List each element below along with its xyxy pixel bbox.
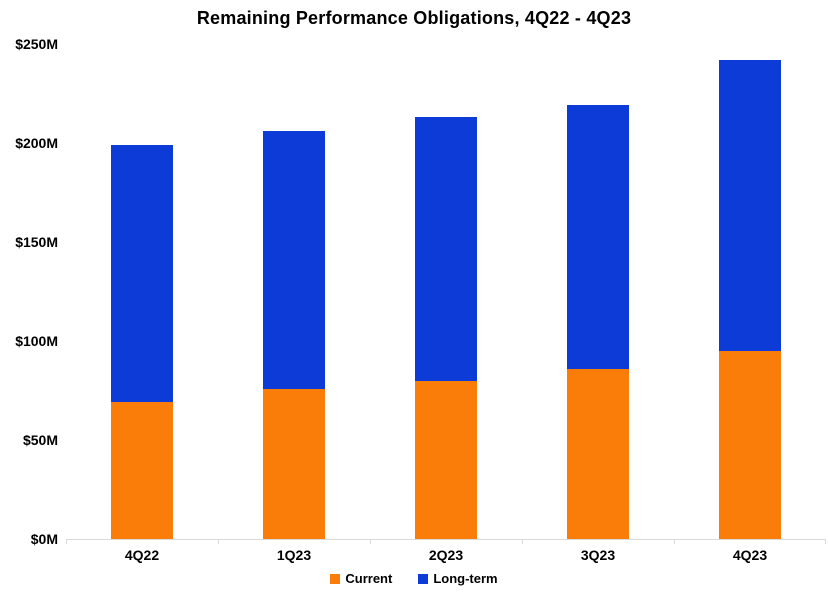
x-axis-tick [218,539,219,544]
x-axis-tick-label: 3Q23 [580,547,616,563]
bar-3q23 [567,105,629,539]
legend-swatch-long-term-icon [418,573,429,584]
legend-item-long-term: Long-term [418,571,498,586]
x-axis-tick [674,539,675,544]
bar-1q23 [263,131,325,539]
bar-segment-long-term [567,105,629,369]
bar-segment-long-term [415,117,477,381]
legend: Current Long-term [0,571,828,586]
y-axis-tick-label: $0M [30,531,58,547]
x-axis-tick-label: 2Q23 [428,547,464,563]
bar-4q23 [719,59,781,539]
x-axis-tick-label: 4Q22 [124,547,160,563]
y-axis-tick-label: $200M [15,135,58,151]
legend-label-current: Current [345,571,393,586]
legend-swatch-current-icon [330,573,341,584]
x-axis-tick [370,539,371,544]
x-axis-line [66,539,826,540]
chart-title: Remaining Performance Obligations, 4Q22 … [196,8,632,28]
bar-2q23 [415,117,477,539]
x-axis-tick [825,539,826,544]
legend-label-long-term: Long-term [433,571,498,586]
y-axis-tick-label: $250M [15,36,58,52]
bar-segment-current [111,402,173,539]
legend-item-current: Current [330,571,392,586]
bar-segment-current [567,368,629,539]
plot-area [66,44,826,539]
bar-segment-long-term [111,145,173,403]
bar-segment-long-term [719,59,781,351]
y-axis-tick-label: $100M [15,333,58,349]
y-axis-tick-label: $50M [22,432,58,448]
x-axis-tick-label: 4Q23 [732,547,768,563]
x-axis-tick [522,539,523,544]
x-axis-tick [66,539,67,544]
x-axis-tick-label: 1Q23 [276,547,312,563]
bar-segment-current [263,388,325,539]
bar-segment-current [719,350,781,539]
bar-4q22 [111,145,173,539]
bar-segment-current [415,380,477,539]
bar-segment-long-term [263,131,325,389]
y-axis-tick-label: $150M [15,234,58,250]
